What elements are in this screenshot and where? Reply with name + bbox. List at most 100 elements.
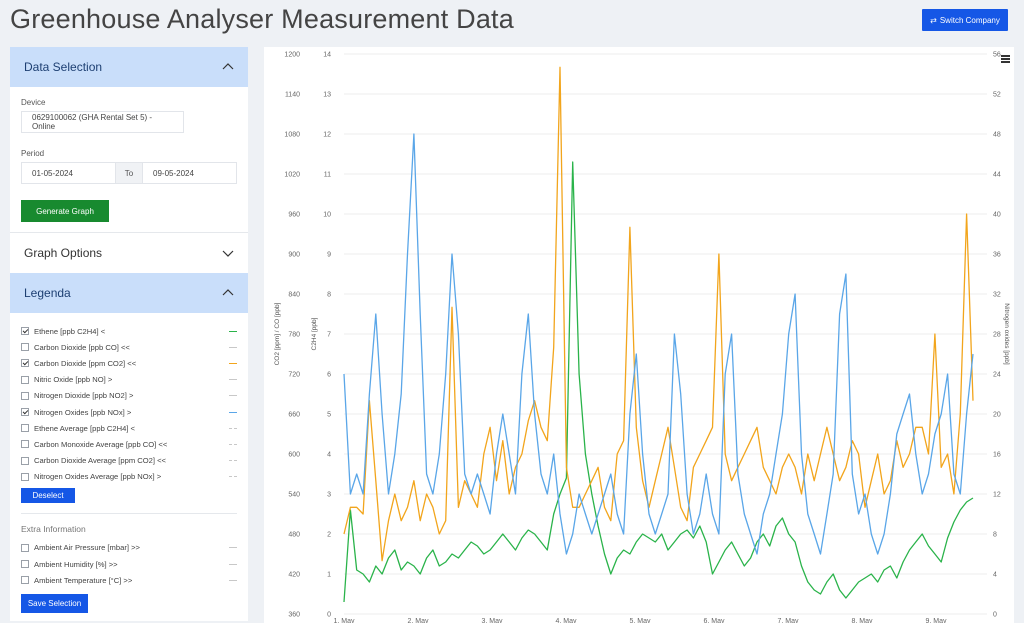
y-left-inner-tick: 3 [327, 492, 331, 499]
x-axis-tick: 4. May [555, 618, 577, 623]
legend-item[interactable]: Carbon Dioxide [ppm CO2] << [21, 355, 237, 371]
chevron-down-icon [222, 250, 234, 257]
extra-info-checkbox[interactable] [21, 543, 29, 552]
legend-item[interactable]: Nitrogen Dioxide [ppb NO2] > [21, 388, 237, 404]
series-line-0 [343, 161, 974, 603]
legend-checkbox[interactable] [21, 343, 29, 352]
y-left-outer-tick: 900 [288, 252, 300, 259]
legend-item-label: Carbon Dioxide [ppb CO] << [34, 342, 130, 352]
extra-info-item[interactable]: Ambient Humidity [%] >> [21, 556, 237, 572]
switch-arrows-icon: ⇄ [930, 15, 937, 25]
y-left-outer-axis-label: CO2 [ppm] / CO [ppb] [274, 302, 281, 365]
y-right-tick: 28 [993, 332, 1001, 339]
data-selection-header[interactable]: Data Selection [10, 47, 248, 87]
y-left-outer-tick: 840 [288, 292, 300, 299]
legend-item[interactable]: Nitrogen Oxides [ppb NOx] > [21, 404, 237, 420]
chart-card: 1200 14 56 1140 13 52 1080 12 48 1020 11 44 960 10 40 9… [264, 47, 1014, 623]
y-left-inner-tick: 1 [327, 572, 331, 579]
legend-item-label: Carbon Dioxide Average [ppm CO2] << [34, 456, 166, 466]
generate-graph-button[interactable]: Generate Graph [21, 200, 109, 222]
y-left-outer-tick: 780 [288, 332, 300, 339]
chevron-up-icon [222, 63, 234, 70]
y-left-inner-tick: 0 [327, 612, 331, 619]
left-panel: Data Selection Device 0629100062 (GHA Re… [10, 47, 248, 621]
legend-swatch [229, 330, 237, 332]
y-left-inner-tick: 7 [327, 332, 331, 339]
save-selection-button[interactable]: Save Selection [21, 594, 88, 614]
x-axis-tick: 1. May [333, 618, 355, 623]
y-right-tick: 24 [993, 372, 1001, 379]
legend-checkbox[interactable] [21, 408, 29, 417]
legend-item[interactable]: Carbon Monoxide Average [ppb CO] << [21, 436, 237, 452]
legend-checkbox[interactable] [21, 391, 29, 400]
extra-info-swatch [229, 547, 237, 549]
extra-info-checkbox[interactable] [21, 560, 29, 569]
y-left-inner-tick: 13 [323, 92, 331, 99]
legend-swatch [229, 395, 237, 397]
legend-item[interactable]: Nitrogen Oxides Average [ppb NOx] > [21, 469, 237, 485]
x-axis-tick: 7. May [777, 618, 799, 623]
page-title: Greenhouse Analyser Measurement Data [10, 4, 514, 34]
y-left-inner-tick: 12 [323, 132, 331, 139]
y-right-tick: 48 [993, 132, 1001, 139]
legend-checkbox[interactable] [21, 472, 29, 481]
extra-info-checkbox[interactable] [21, 576, 29, 585]
legend-item[interactable]: Carbon Dioxide Average [ppm CO2] << [21, 453, 237, 469]
y-left-inner-tick: 5 [327, 412, 331, 419]
deselect-button[interactable]: Deselect [21, 487, 75, 503]
legend-swatch [229, 427, 237, 429]
legend-checkbox[interactable] [21, 456, 29, 465]
y-left-inner-tick: 8 [327, 292, 331, 299]
y-left-inner-tick: 6 [327, 372, 331, 379]
period-from-input[interactable]: 01-05-2024 [21, 162, 116, 184]
period-to-input[interactable]: 09-05-2024 [142, 162, 237, 184]
legend-swatch [229, 362, 237, 364]
y-right-tick: 44 [993, 172, 1001, 179]
y-left-inner-tick: 11 [324, 172, 331, 179]
legenda-title: Legenda [24, 286, 71, 300]
y-left-outer-tick: 1140 [285, 92, 300, 99]
legend-item-label: Nitrogen Oxides Average [ppb NOx] > [34, 472, 162, 482]
extra-info-label: Ambient Humidity [%] >> [34, 559, 118, 569]
y-left-outer-tick: 720 [288, 372, 300, 379]
graph-options-header[interactable]: Graph Options [10, 233, 248, 273]
hamburger-menu-icon[interactable] [1001, 55, 1010, 63]
legend-checkbox[interactable] [21, 424, 29, 433]
legend-checkbox[interactable] [21, 375, 29, 384]
y-right-tick: 52 [993, 92, 1001, 99]
extra-info-item[interactable]: Ambient Temperature [°C] >> [21, 572, 237, 588]
y-left-outer-tick: 360 [288, 612, 300, 619]
legenda-header[interactable]: Legenda [10, 273, 248, 313]
device-select[interactable]: 0629100062 (GHA Rental Set 5) - Online [21, 111, 184, 133]
period-row: 01-05-2024 To 09-05-2024 [21, 162, 237, 184]
legenda-body: Ethene [ppb C2H4] < Carbon Dioxide [ppb C… [10, 313, 248, 617]
legend-checkbox[interactable] [21, 327, 29, 336]
extra-list: Ambient Air Pressure [mbar] >> Ambient Hu… [21, 540, 237, 589]
legend-item[interactable]: Ethene [ppb C2H4] < [21, 323, 237, 339]
y-left-outer-tick: 1200 [284, 52, 300, 59]
legend-swatch [229, 379, 237, 381]
y-left-outer-tick: 960 [288, 212, 300, 219]
legend-swatch [229, 443, 237, 445]
y-right-tick: 12 [993, 492, 1001, 499]
legend-checkbox[interactable] [21, 440, 29, 449]
extra-info-item[interactable]: Ambient Air Pressure [mbar] >> [21, 540, 237, 556]
graph-options-title: Graph Options [24, 246, 103, 260]
switch-company-button[interactable]: ⇄ Switch Company [922, 9, 1008, 31]
legend-item-label: Carbon Monoxide Average [ppb CO] << [34, 439, 168, 449]
legend-item-label: Nitrogen Oxides [ppb NOx] > [34, 407, 132, 417]
legend-item[interactable]: Ethene Average [ppb C2H4] < [21, 420, 237, 436]
y-left-outer-tick: 480 [288, 532, 300, 539]
y-left-outer-tick: 540 [288, 492, 300, 499]
divider [21, 512, 237, 514]
y-right-tick: 32 [993, 292, 1001, 299]
legend-item[interactable]: Carbon Dioxide [ppb CO] << [21, 339, 237, 355]
y-left-inner-tick: 9 [327, 252, 331, 259]
y-right-tick: 56 [993, 52, 1001, 59]
legend-item-label: Carbon Dioxide [ppm CO2] << [34, 358, 137, 368]
legend-item[interactable]: Nitric Oxide [ppb NO] > [21, 372, 237, 388]
legend-checkbox[interactable] [21, 359, 29, 368]
y-right-tick: 20 [993, 412, 1001, 419]
y-left-outer-tick: 660 [288, 412, 300, 419]
